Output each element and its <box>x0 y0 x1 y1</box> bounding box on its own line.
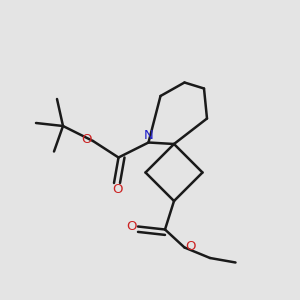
Text: N: N <box>144 129 153 142</box>
Text: O: O <box>112 183 122 196</box>
Text: O: O <box>81 133 92 146</box>
Text: O: O <box>126 220 137 233</box>
Text: O: O <box>185 239 196 253</box>
